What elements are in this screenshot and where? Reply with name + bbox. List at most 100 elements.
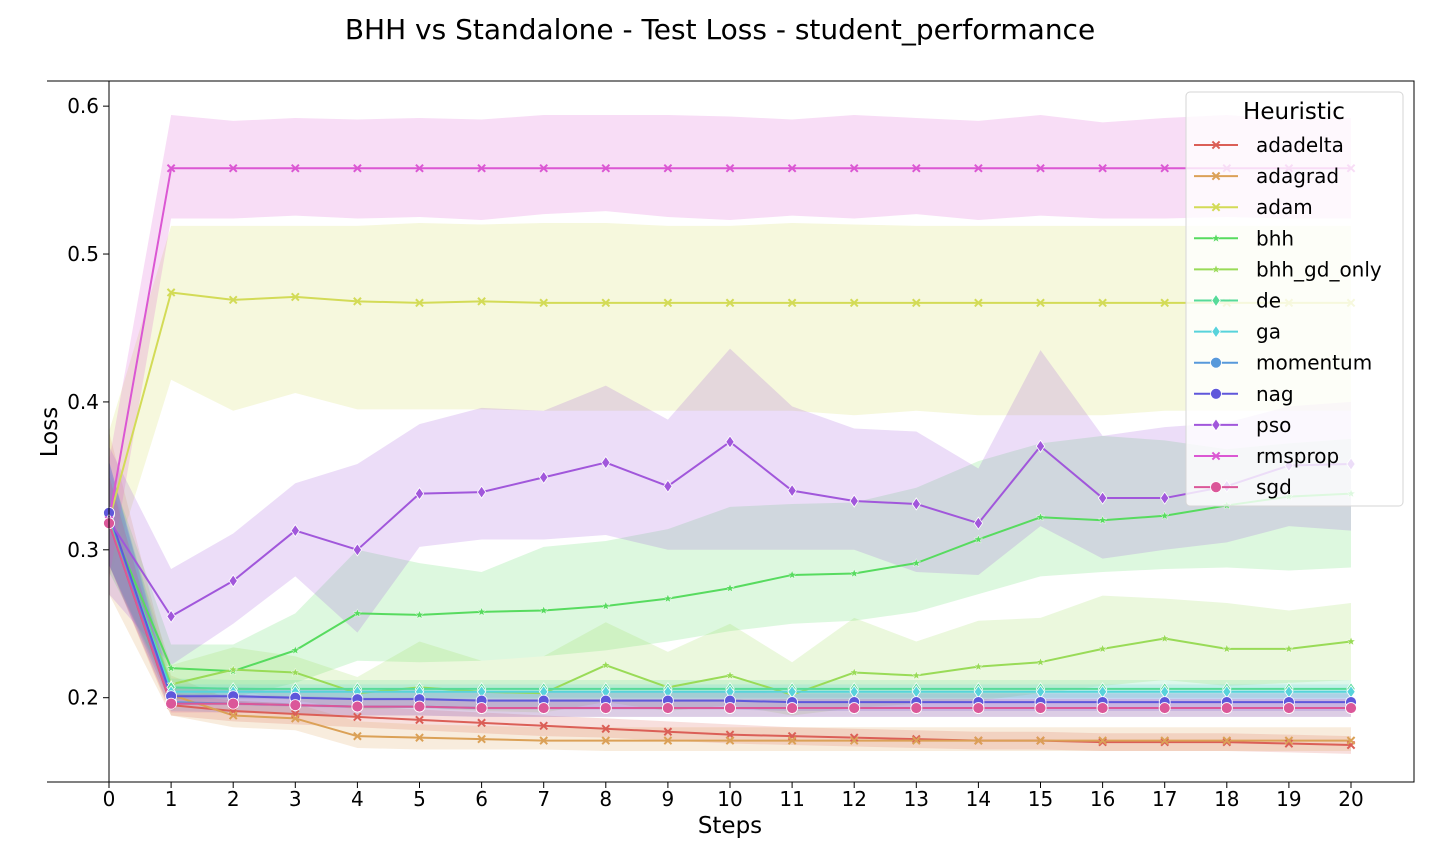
data-point-bhh [1097,515,1108,525]
data-point-bhh_gd_only [1221,643,1232,653]
data-point-adam [228,295,238,305]
data-point-rmsprop [539,163,549,173]
legend-label-rmsprop: rmsprop [1256,444,1339,468]
legend-marker-adagrad [1211,171,1221,181]
data-point-pso [849,494,859,508]
x-tick-label: 15 [1028,787,1053,811]
data-point-rmsprop [787,163,797,173]
data-point-bhh_gd_only [1159,633,1170,643]
y-tick-label: 0.5 [67,242,99,266]
x-tick-label: 16 [1090,787,1115,811]
data-point-bhh_gd_only [1097,643,1108,653]
confidence-band-pso [109,348,1351,666]
data-point-pso [663,479,673,493]
data-point-adagrad [663,736,673,745]
data-point-bhh [849,568,860,578]
confidence-band-bhh [109,435,1351,698]
data-point-bhh_gd_only [973,661,984,671]
y-tick-label: 0.6 [67,94,99,118]
legend: Heuristic adadelta adagrad adam bhh bhh_gd_o… [1185,91,1404,507]
x-tick-label: 6 [475,787,488,811]
data-point-rmsprop [166,163,176,173]
data-point-sgd [1283,702,1295,714]
legend-label-adagrad: adagrad [1256,164,1339,188]
data-point-adam [166,288,176,297]
x-tick-label: 8 [599,787,612,811]
data-point-adagrad [911,736,921,745]
legend-marker-bhh_gd_only [1211,264,1221,274]
legend-label-adam: adam [1256,195,1313,219]
x-tick-label: 13 [904,787,929,811]
data-point-adagrad [1036,736,1045,745]
data-point-sgd [786,702,798,714]
x-tick-label: 19 [1276,787,1301,811]
data-point-sgd [351,700,364,713]
data-point-adam [601,298,611,308]
x-tick-label: 1 [165,787,178,811]
data-point-sgd [1096,702,1109,714]
data-point-bhh_gd_only [911,670,922,680]
data-point-pso [1160,491,1170,505]
data-point-adagrad [539,736,549,745]
y-axis-title: Loss [37,407,63,457]
data-point-bhh [973,534,984,544]
data-point-adadelta [601,724,611,734]
legend-marker-ga [1211,324,1221,339]
legend-marker-sgd [1210,481,1222,494]
data-point-adagrad [353,731,362,741]
x-axis-title: Steps [698,813,762,839]
data-point-rmsprop [415,163,424,173]
data-point-adagrad [974,736,983,745]
data-point-rmsprop [1160,163,1170,173]
data-point-sgd [662,702,674,714]
data-point-adam [1098,298,1107,308]
data-point-adagrad [725,736,735,745]
x-tick-label: 12 [841,787,866,811]
data-point-sgd [1345,702,1357,714]
y-tick-label: 0.2 [67,686,99,710]
legend-label-de: de [1256,289,1281,313]
x-tick-label: 10 [717,787,742,811]
data-point-pso [1097,491,1108,505]
data-point-adam [1160,298,1170,308]
data-point-adadelta [849,733,859,742]
data-point-adam [415,298,424,308]
axes [47,80,1415,783]
data-point-sgd [1220,702,1233,714]
data-point-pso [166,609,176,624]
data-point-sgd [413,700,426,713]
chart-title: BHH vs Standalone - Test Loss - student_… [345,13,1095,46]
confidence-band-adam [109,222,1351,580]
y-axis-ticks: 0.2 0.3 0.4 0.5 0.6 [67,94,109,710]
legend-title: Heuristic [1243,99,1345,125]
x-tick-label: 9 [662,787,675,811]
y-tick-label: 0.3 [67,538,99,562]
legend-label-nag: nag [1256,382,1294,406]
x-tick-label: 5 [413,787,426,811]
data-point-bhh [725,583,735,593]
data-point-sgd [724,702,736,714]
data-point-bhh [414,609,425,619]
data-point-adadelta [477,718,486,728]
data-point-pso [911,497,921,511]
data-point-bhh_gd_only [600,660,611,670]
data-point-rmsprop [477,163,486,173]
data-point-adagrad [477,734,486,744]
data-point-adadelta [663,727,673,737]
data-point-pso [228,574,238,588]
data-point-rmsprop [663,163,673,173]
data-point-bhh_gd_only [1284,643,1294,653]
confidence-band-bhh_gd_only [109,475,1351,716]
data-point-adagrad [1346,736,1356,745]
x-tick-label: 4 [351,787,364,811]
data-point-sgd [227,697,240,710]
legend-label-bhh: bhh [1256,226,1294,250]
y-tick-label: 0.4 [67,390,99,414]
x-tick-label: 17 [1152,787,1177,811]
data-point-bhh [1035,512,1046,522]
data-point-adadelta [415,715,424,725]
data-point-sgd [910,702,923,714]
data-point-rmsprop [911,163,921,173]
